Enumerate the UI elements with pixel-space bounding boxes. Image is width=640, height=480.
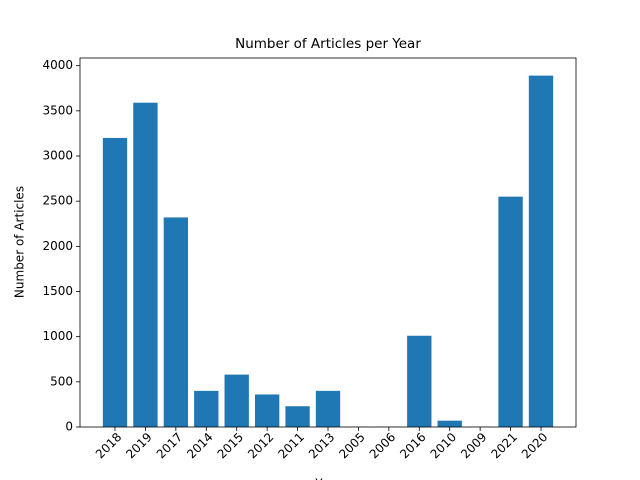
bar (102, 137, 128, 427)
bar (254, 394, 280, 427)
plot-frame (79, 57, 577, 428)
bar (528, 75, 554, 427)
bar (437, 420, 462, 427)
bar (285, 406, 310, 427)
bar (163, 217, 189, 427)
bar (315, 390, 341, 427)
y-tick-label: 2500 (42, 194, 73, 208)
y-axis-label: Number of Articles (13, 186, 27, 298)
bar (133, 102, 158, 427)
y-tick-label: 1500 (42, 284, 73, 298)
bar (194, 390, 219, 427)
x-axis-label: Year (314, 477, 340, 480)
y-tick-label: 2000 (42, 239, 73, 253)
y-tick-label: 0 (65, 420, 73, 434)
bar (407, 335, 432, 427)
y-tick-label: 1000 (42, 329, 73, 343)
bar (224, 374, 249, 427)
bar (498, 196, 523, 427)
y-tick-label: 3500 (42, 103, 73, 117)
y-tick-label: 3000 (42, 149, 73, 163)
y-tick-label: 500 (50, 374, 73, 388)
chart-title: Number of Articles per Year (235, 36, 421, 52)
y-tick-label: 4000 (42, 58, 73, 72)
